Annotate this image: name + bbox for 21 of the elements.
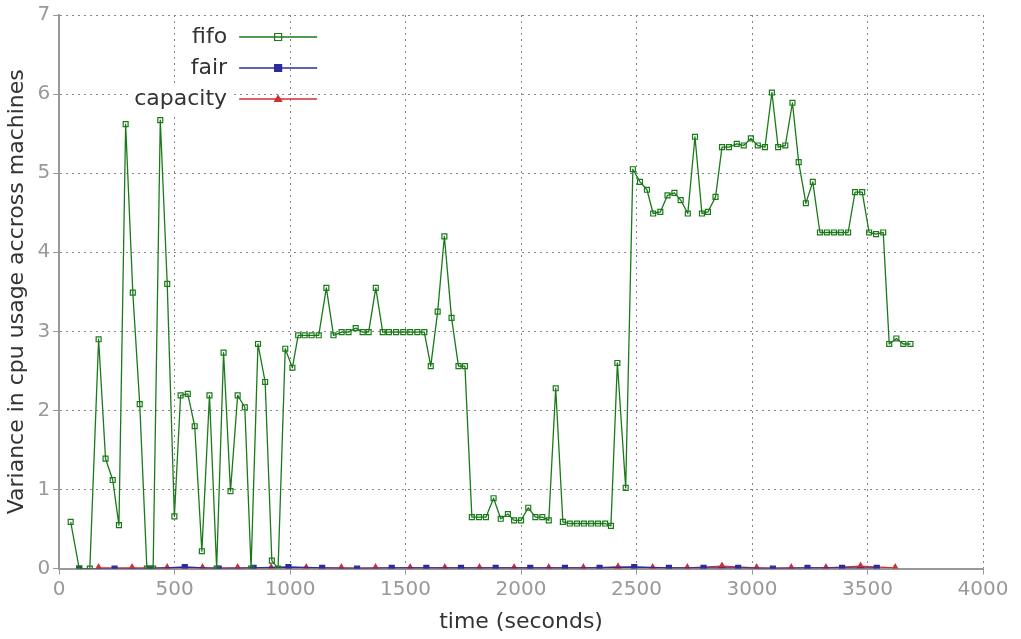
legend-label: capacity bbox=[134, 84, 228, 110]
x-axis-title: time (seconds) bbox=[439, 607, 603, 633]
legend-label: fair bbox=[190, 53, 229, 79]
y-tick-label: 4 bbox=[37, 238, 51, 263]
y-tick-label: 5 bbox=[37, 159, 51, 184]
legend-label: fifo bbox=[192, 22, 228, 48]
x-tick-label: 500 bbox=[155, 575, 194, 600]
y-tick-label: 7 bbox=[37, 1, 51, 26]
x-tick-label: 3000 bbox=[726, 575, 778, 600]
y-tick-label: 2 bbox=[37, 396, 51, 421]
y-axis-title: Variance in cpu usage accross machines bbox=[2, 69, 28, 515]
x-tick-label: 2000 bbox=[495, 575, 547, 600]
y-tick-label: 1 bbox=[37, 475, 51, 500]
y-tick-label: 0 bbox=[37, 554, 51, 579]
x-tick-label: 2500 bbox=[611, 575, 662, 600]
y-tick-label: 6 bbox=[37, 80, 51, 105]
x-tick-label: 4000 bbox=[957, 575, 1009, 600]
x-tick-label: 3500 bbox=[842, 575, 893, 600]
x-tick-label: 1000 bbox=[264, 575, 316, 600]
y-tick-label: 3 bbox=[37, 317, 51, 342]
x-tick-label: 1500 bbox=[380, 575, 432, 600]
